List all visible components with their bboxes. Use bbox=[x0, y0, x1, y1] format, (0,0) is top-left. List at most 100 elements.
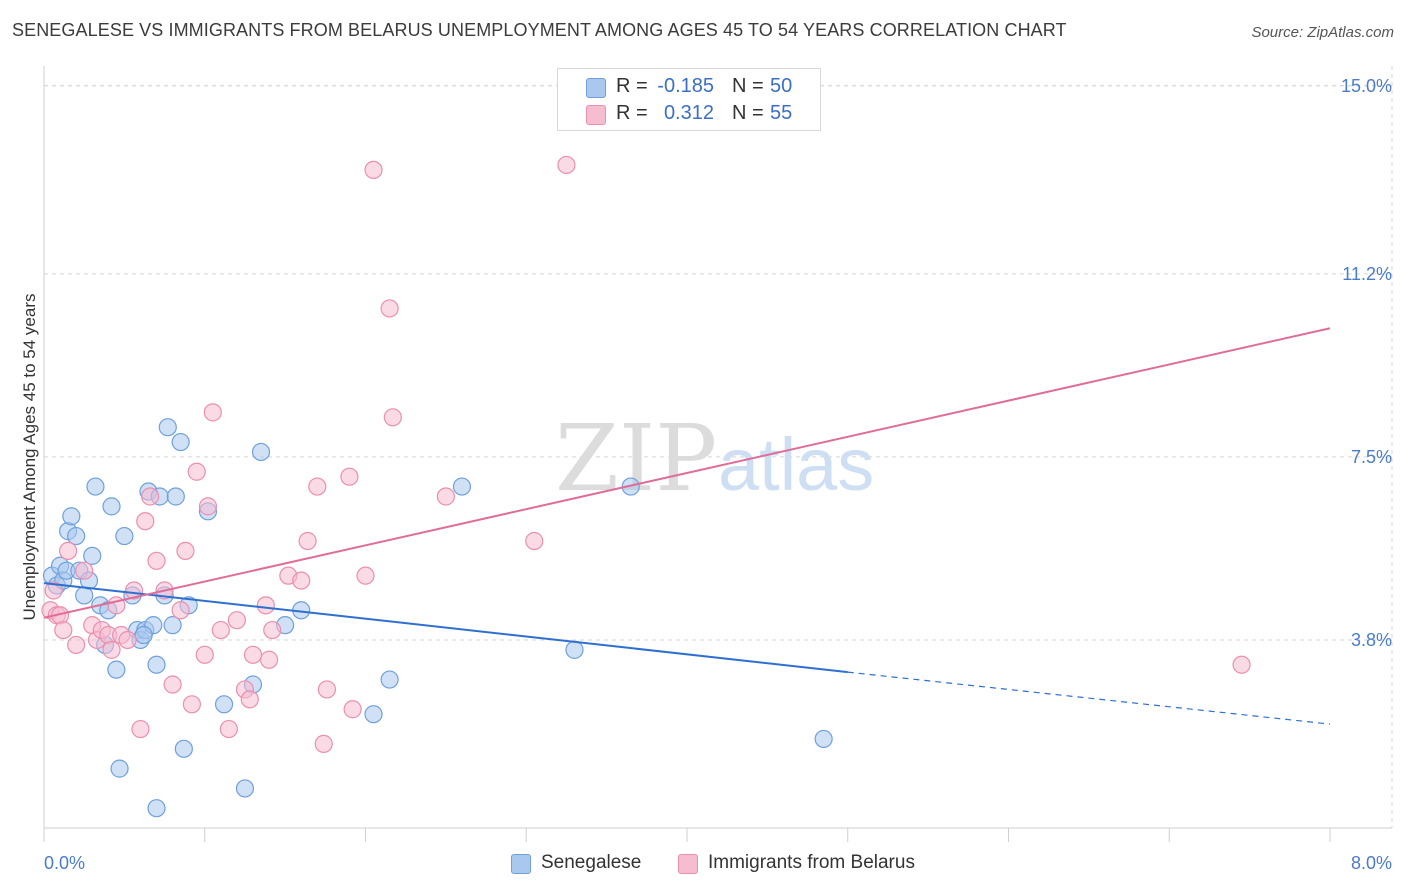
belarus-point bbox=[147, 551, 166, 570]
r-label: R = bbox=[616, 75, 648, 97]
series-legend: Senegalese Immigrants from Belarus bbox=[0, 851, 1406, 877]
r-value: 0.312 bbox=[663, 102, 714, 124]
senegalese-point bbox=[565, 640, 584, 659]
senegalese-point bbox=[174, 739, 193, 758]
senegalese-trendline bbox=[43, 582, 848, 674]
senegalese-point bbox=[86, 477, 105, 496]
senegalese-point bbox=[67, 526, 86, 546]
legend-row-belarus: R = 0.312 N = 55 bbox=[558, 101, 820, 129]
trend-layer bbox=[43, 327, 1331, 725]
y-tick-label: 11.2% bbox=[1342, 264, 1392, 284]
r-value: -0.185 bbox=[657, 75, 714, 97]
blue-swatch bbox=[586, 78, 606, 98]
y-tick-label: 15.0% bbox=[1341, 76, 1392, 96]
belarus-point bbox=[54, 620, 73, 640]
belarus-point bbox=[102, 640, 121, 659]
n-label: N = bbox=[732, 102, 764, 124]
x-tick-label: 8.0% bbox=[1351, 853, 1392, 873]
belarus-point bbox=[343, 700, 362, 719]
r-label: R = bbox=[616, 102, 648, 124]
belarus-point bbox=[263, 620, 282, 640]
belarus-point bbox=[67, 635, 86, 655]
chart-title: SENEGALESE VS IMMIGRANTS FROM BELARUS UN… bbox=[12, 20, 1067, 40]
belarus-point bbox=[1232, 655, 1251, 674]
senegalese-point bbox=[83, 546, 102, 565]
belarus-trendline bbox=[43, 327, 1331, 619]
blue-swatch bbox=[511, 854, 531, 874]
y-tick-label: 3.8% bbox=[1351, 630, 1392, 650]
belarus-point bbox=[124, 581, 144, 600]
label-layer: 3.8% 7.5% 11.2% 15.0% 0.0% 8.0% Unemployment A… bbox=[20, 76, 1392, 873]
senegalese-point bbox=[380, 670, 399, 689]
belarus-point bbox=[259, 650, 279, 669]
belarus-point bbox=[187, 462, 206, 481]
belarus-point bbox=[317, 680, 337, 699]
correlation-legend: R = -0.185 N = 50 R = 0.312 N = 55 bbox=[557, 68, 821, 131]
belarus-point bbox=[436, 487, 455, 506]
senegalese-point bbox=[251, 442, 271, 462]
belarus-point bbox=[59, 541, 78, 561]
belarus-point bbox=[227, 611, 246, 630]
belarus-point bbox=[118, 630, 137, 650]
belarus-point bbox=[292, 571, 311, 590]
x-tick-label: 0.0% bbox=[44, 853, 85, 873]
belarus-point bbox=[176, 541, 195, 561]
legend-label: Senegalese bbox=[541, 852, 642, 873]
points-layer bbox=[41, 155, 1251, 818]
pink-swatch bbox=[586, 105, 606, 125]
belarus-point bbox=[364, 160, 383, 180]
senegalese-point bbox=[147, 799, 166, 818]
belarus-point bbox=[243, 645, 263, 664]
belarus-point bbox=[240, 690, 259, 709]
y-axis-label: Unemployment Among Ages 45 to 54 years bbox=[20, 294, 39, 621]
senegalese-point bbox=[171, 432, 190, 452]
senegalese-point bbox=[452, 477, 472, 496]
belarus-point bbox=[140, 487, 160, 506]
legend-row-senegalese: R = -0.185 N = 50 bbox=[558, 74, 820, 102]
belarus-point bbox=[525, 531, 544, 551]
n-label: N = bbox=[732, 75, 764, 97]
belarus-point bbox=[195, 645, 214, 664]
belarus-point bbox=[340, 467, 359, 486]
source-label: Source: ZipAtlas.com bbox=[1251, 24, 1394, 41]
belarus-point bbox=[136, 512, 155, 531]
y-tick-label: 7.5% bbox=[1351, 447, 1392, 467]
n-value: 55 bbox=[770, 102, 793, 124]
grid-layer bbox=[44, 66, 1393, 828]
senegalese-point bbox=[62, 507, 81, 526]
axis-layer bbox=[43, 66, 1392, 842]
belarus-point bbox=[383, 408, 402, 427]
watermark: ZIP atlas bbox=[555, 405, 874, 512]
belarus-point bbox=[308, 477, 327, 496]
senegalese-point bbox=[235, 779, 255, 798]
senegalese-point bbox=[163, 616, 182, 635]
senegalese-point bbox=[814, 729, 833, 749]
belarus-point bbox=[163, 675, 182, 694]
belarus-point bbox=[298, 531, 317, 551]
watermark-zip: ZIP bbox=[555, 405, 717, 512]
senegalese-point bbox=[214, 695, 234, 714]
senegalese-point bbox=[134, 625, 153, 645]
senegalese-point bbox=[115, 526, 134, 546]
belarus-point bbox=[198, 497, 218, 516]
belarus-point bbox=[171, 601, 190, 620]
belarus-point bbox=[75, 561, 94, 580]
belarus-point bbox=[44, 581, 63, 600]
belarus-point bbox=[131, 719, 150, 739]
pink-swatch bbox=[678, 854, 698, 874]
belarus-point bbox=[182, 695, 201, 714]
belarus-point bbox=[219, 719, 238, 739]
senegalese-point bbox=[158, 418, 177, 437]
belarus-point bbox=[557, 155, 576, 175]
n-value: 50 bbox=[770, 75, 793, 97]
legend-label: Immigrants from Belarus bbox=[708, 852, 915, 873]
belarus-point bbox=[211, 620, 230, 640]
belarus-point bbox=[380, 299, 399, 318]
senegalese-point bbox=[147, 655, 166, 674]
senegalese-point bbox=[107, 660, 126, 679]
senegalese-point bbox=[166, 487, 185, 506]
belarus-point bbox=[356, 566, 375, 585]
senegalese-point bbox=[102, 497, 121, 516]
senegalese-trendline-extension bbox=[847, 671, 1331, 725]
